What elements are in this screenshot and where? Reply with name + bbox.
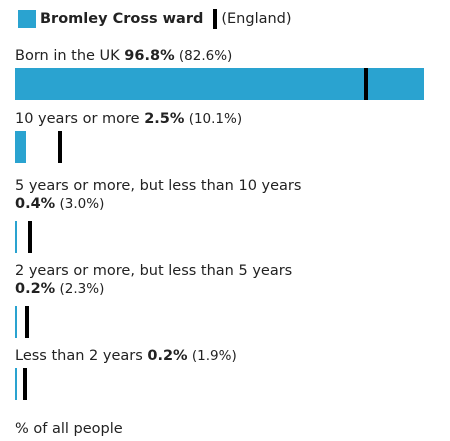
row-label: 10 years or more 2.5% (10.1%)	[15, 110, 445, 128]
value-label: 0.4%	[15, 196, 56, 212]
legend-comparator-marker	[213, 9, 218, 29]
row-label: Less than 2 years 0.2% (1.9%)	[15, 347, 445, 365]
comparator-value-label: (10.1%)	[184, 111, 243, 127]
value-label: 0.2%	[147, 348, 188, 364]
comparator-marker	[23, 368, 28, 400]
category-label: 2 years or more, but less than 5 years	[15, 263, 293, 279]
area-bar	[15, 221, 17, 253]
area-bar	[15, 306, 17, 338]
row-label: 5 years or more, but less than 10 years …	[15, 177, 445, 213]
comparator-value-label: (3.0%)	[55, 196, 105, 212]
row-label: 2 years or more, but less than 5 years 0…	[15, 262, 445, 298]
value-label: 2.5%	[144, 111, 185, 127]
category-label: Born in the UK	[15, 48, 125, 64]
row-label: Born in the UK 96.8% (82.6%)	[15, 47, 445, 65]
value-label: 0.2%	[15, 281, 56, 297]
area-bar	[15, 131, 26, 163]
comparator-value-label: (82.6%)	[174, 48, 233, 64]
category-label: 5 years or more, but less than 10 years	[15, 178, 302, 194]
comparator-marker	[24, 306, 29, 338]
value-label: 96.8%	[124, 48, 175, 64]
category-label: Less than 2 years	[15, 348, 148, 364]
axis-unit-label: % of all people	[15, 421, 123, 437]
legend-area-swatch	[18, 10, 36, 28]
legend-comparator-label: (England)	[221, 11, 292, 27]
comparator-marker	[364, 68, 369, 100]
area-bar	[15, 368, 17, 400]
chart-legend: Bromley Cross ward (England)	[18, 8, 292, 30]
legend-area-label: Bromley Cross ward	[40, 11, 204, 27]
comparator-value-label: (2.3%)	[55, 281, 105, 297]
comparator-marker	[27, 221, 32, 253]
category-label: 10 years or more	[15, 111, 145, 127]
comparator-value-label: (1.9%)	[187, 348, 237, 364]
area-bar	[15, 68, 425, 100]
comparator-marker	[57, 131, 62, 163]
